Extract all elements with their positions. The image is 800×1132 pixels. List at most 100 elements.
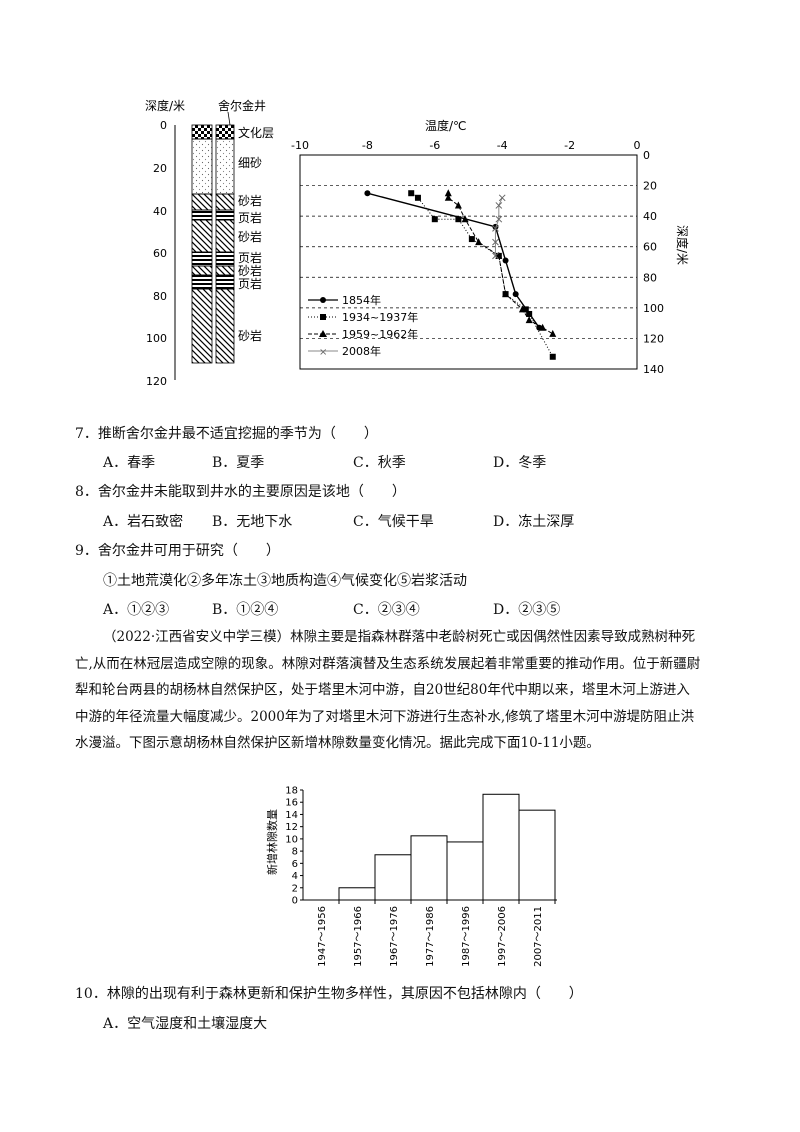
- temp-point: [518, 305, 526, 313]
- q8-option-c[interactable]: C．气候干旱: [353, 514, 434, 530]
- bar: [410, 835, 448, 901]
- q10-option-a[interactable]: A．空气湿度和土壤湿度大: [103, 1016, 268, 1032]
- temp-point: [526, 310, 533, 317]
- q8-option-a[interactable]: A．岩石致密: [103, 514, 184, 530]
- temp-point: [468, 236, 475, 243]
- strata-column-figure: 深度/米 舍尔金井 0 20 40 60 80 100 120 文化层: [145, 98, 274, 385]
- strata-tick: 120: [146, 375, 167, 385]
- strata-tick: 20: [153, 162, 167, 175]
- temp-point: [408, 190, 415, 197]
- legend-1934: 1934~1937年: [342, 310, 418, 324]
- bar-y-tick: 4: [292, 871, 298, 882]
- bar-y-tick: 6: [292, 859, 298, 870]
- temp-series-line: [447, 193, 554, 335]
- passage-line: 中游的年径流量大幅度减少。2000年为了对塔里木河下游进行生态补水,修筑了塔里木…: [75, 708, 695, 725]
- temp-point: [502, 257, 509, 264]
- temp-series-line: [410, 192, 554, 358]
- temp-x-tick: 0: [634, 139, 641, 152]
- legend-1854: 1854年: [342, 293, 381, 307]
- layer-label-sandstone: 砂岩: [238, 229, 262, 244]
- q7-option-c[interactable]: C．秋季: [353, 455, 406, 471]
- passage-line: 犁和轮台两县的胡杨林自然保护区，处于塔里木河中游，自20世纪80年代中期以来，塔…: [75, 682, 690, 698]
- temp-y-tick: 60: [643, 241, 657, 254]
- bar-category-label: 1967～1976: [389, 906, 400, 967]
- strata-column-left: [191, 124, 213, 364]
- temp-point: [539, 323, 547, 331]
- temp-y-tick: 40: [643, 210, 657, 223]
- bar-y-tick: 16: [285, 798, 298, 809]
- strata-tick: 40: [153, 205, 167, 218]
- bar-y-axis-label: 新增林隙数量: [265, 809, 279, 875]
- strata-tick: 0: [160, 119, 167, 132]
- bar-category-label: 1957～1966: [353, 906, 364, 967]
- question-7-stem: 7．推断舍尔金井最不适宜挖掘的季节为（ ）: [75, 426, 378, 442]
- temp-point: [475, 238, 483, 246]
- temp-y-tick: 100: [643, 302, 664, 315]
- bar: [518, 809, 556, 901]
- bar: [446, 841, 484, 901]
- temp-x-axis-label: 温度/℃: [425, 118, 467, 133]
- bar-category-label: 1997～2006: [497, 906, 508, 967]
- temp-plot-frame: [299, 154, 638, 370]
- layer-label-shale: 页岩: [238, 276, 262, 291]
- temp-point: [525, 316, 533, 324]
- bar-y-tick: 12: [285, 822, 298, 833]
- layer-label-shale: 页岩: [238, 250, 262, 265]
- temp-legend: 1854年 1934~1937年 1959~1962年 × 2008年: [308, 293, 418, 358]
- q8-option-b[interactable]: B．无地下水: [212, 514, 293, 530]
- svg-text:×: ×: [319, 347, 327, 358]
- bar-y-tick: 0: [292, 896, 298, 907]
- bar-y-tick: 18: [285, 786, 298, 797]
- temp-point: [512, 291, 519, 298]
- strata-tick: 100: [146, 332, 167, 345]
- q7-option-d[interactable]: D．冬季: [493, 455, 547, 471]
- temp-point: [444, 189, 452, 197]
- temp-x-tick: -4: [497, 139, 508, 152]
- passage-line: （2022·江西省安义中学三模）林隙主要是指森林群落中老龄树死亡或因偶然性因素导…: [103, 629, 696, 645]
- temp-x-tick: -6: [429, 139, 440, 152]
- temp-point: [492, 225, 499, 232]
- temp-point: [454, 201, 462, 209]
- bar-category-label: 2007～2011: [533, 906, 544, 967]
- temp-series-line: [494, 197, 503, 256]
- temp-point: [495, 215, 503, 223]
- temp-point: [492, 252, 499, 260]
- q7-option-b[interactable]: B．夏季: [212, 455, 265, 471]
- layer-label-fine-sand: 细砂: [238, 156, 262, 170]
- question-8-stem: 8．舍尔金井未能取到井水的主要原因是该地（ ）: [75, 484, 406, 500]
- q9-option-b[interactable]: B．①②④: [212, 602, 279, 618]
- question-10-stem: 10．林隙的出现有利于森林更新和保护生物多样性，其原因不包括林隙内（ ）: [75, 986, 583, 1002]
- bar-y-tick: 8: [292, 847, 298, 858]
- temp-x-tick: -2: [564, 139, 575, 152]
- passage-line: 水漫溢。下图示意胡杨林自然保护区新增林隙数量变化情况。据此完成下面10-11小题…: [75, 735, 600, 751]
- temp-point: [444, 193, 452, 201]
- temp-point: [364, 190, 371, 197]
- temp-x-tick: -10: [291, 139, 309, 152]
- bar-y-tick: 10: [285, 834, 298, 845]
- layer-label-sandstone: 砂岩: [238, 328, 262, 343]
- q7-option-a[interactable]: A．春季: [103, 455, 156, 471]
- temp-point: [431, 216, 438, 223]
- bar: [338, 887, 376, 901]
- question-9-stem: 9．舍尔金井可用于研究（ ）: [75, 543, 280, 559]
- temp-y-tick: 80: [643, 271, 657, 284]
- bar-y-tick: 14: [285, 810, 298, 821]
- temp-point: [492, 238, 499, 246]
- temp-y-tick: 120: [643, 332, 664, 345]
- q9-option-a[interactable]: A．①②③: [103, 602, 170, 618]
- strata-well-label: 舍尔金井: [218, 98, 266, 113]
- q9-items: ①土地荒漠化②多年冻土③地质构造④气候变化⑤岩浆活动: [103, 573, 467, 589]
- q8-option-d[interactable]: D．冻土深厚: [493, 514, 575, 530]
- q9-option-d[interactable]: D．②③⑤: [493, 602, 561, 618]
- passage: （2022·江西省安义中学三模）林隙主要是指森林群落中老龄树死亡或因偶然性因素导…: [75, 624, 715, 757]
- temp-point: [502, 290, 510, 298]
- q9-option-c[interactable]: C．②③④: [353, 602, 420, 618]
- layer-label-culture: 文化层: [238, 125, 274, 140]
- passage-line: 亡,从而在林冠层造成空隙的现象。林隙对群落演替及生态系统发展起着非常重要的推动作…: [75, 655, 701, 672]
- temp-point: [495, 202, 503, 209]
- strata-column-right: [215, 124, 235, 364]
- temperature-depth-chart: 温度/℃ -10 -8 -6 -4 -2 0 0 20 40 60 80 100 120 140 深度/…: [291, 118, 690, 376]
- temp-series-line: [367, 192, 540, 329]
- temp-y-tick: 20: [643, 180, 657, 193]
- layer-label-sandstone: 砂岩: [238, 193, 262, 208]
